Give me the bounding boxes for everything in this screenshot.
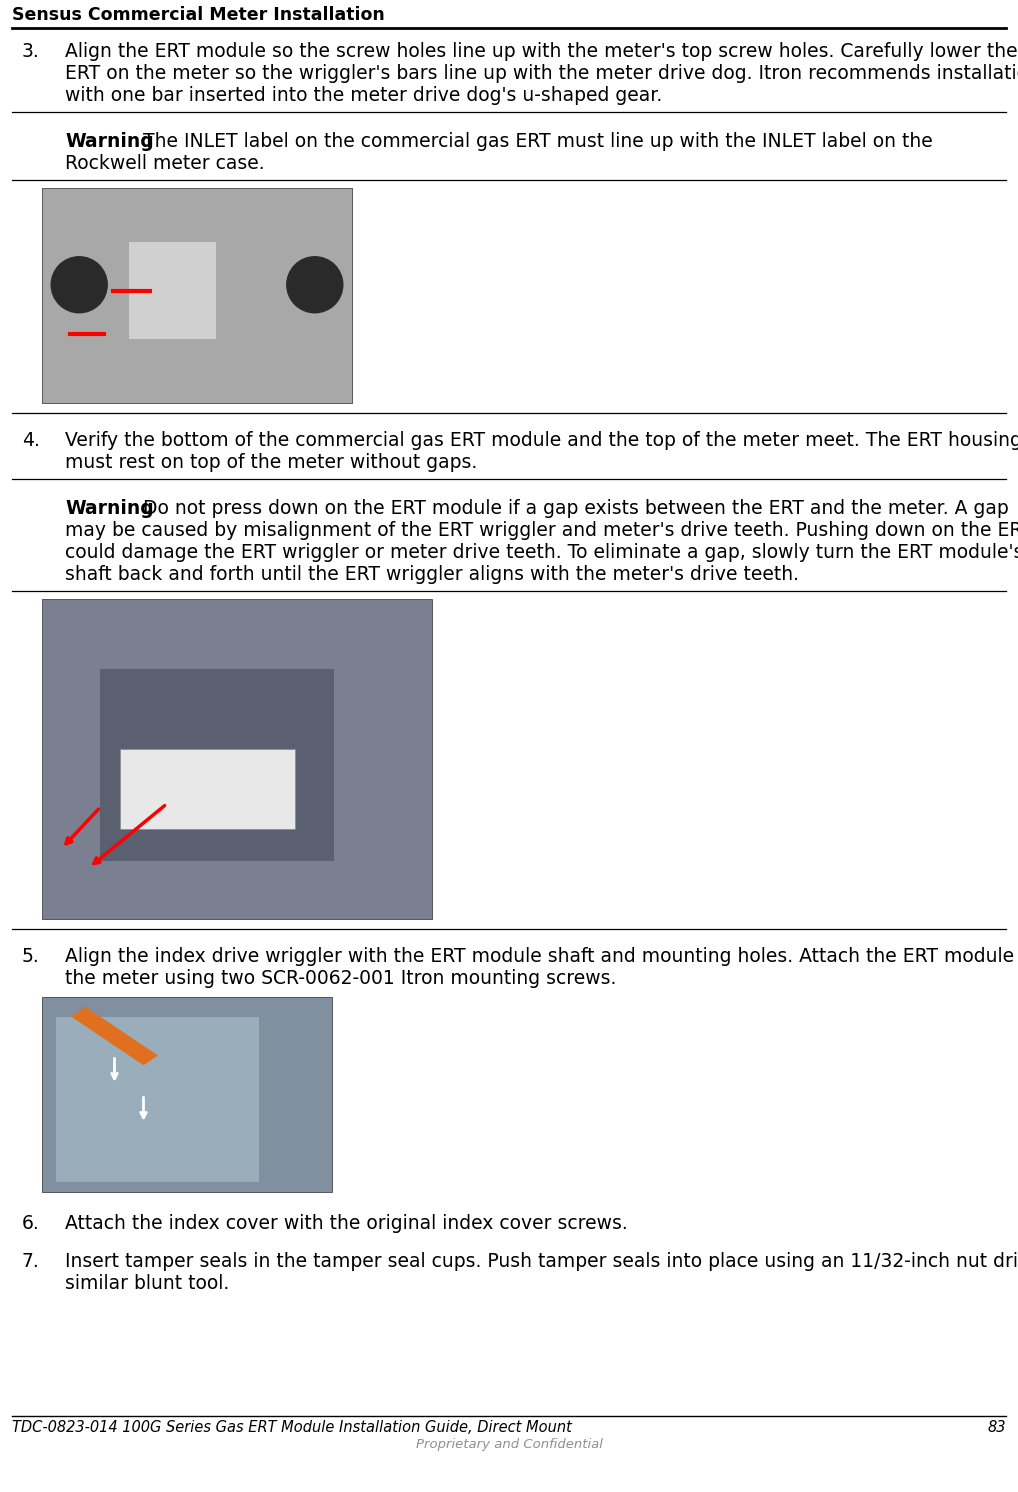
- Text: 7.: 7.: [22, 1252, 40, 1271]
- Text: 83: 83: [987, 1420, 1006, 1435]
- Text: 3.: 3.: [22, 42, 40, 61]
- Text: 6.: 6.: [22, 1214, 40, 1232]
- Text: Insert tamper seals in the tamper seal cups. Push tamper seals into place using : Insert tamper seals in the tamper seal c…: [65, 1252, 1018, 1271]
- Bar: [42, 188, 352, 403]
- Bar: [42, 598, 432, 919]
- Text: Sensus Commercial Meter Installation: Sensus Commercial Meter Installation: [12, 6, 385, 24]
- Text: Verify the bottom of the commercial gas ERT module and the top of the meter meet: Verify the bottom of the commercial gas …: [65, 431, 1018, 451]
- Bar: [129, 242, 216, 339]
- Text: Align the ERT module so the screw holes line up with the meter's top screw holes: Align the ERT module so the screw holes …: [65, 42, 1018, 61]
- Bar: [120, 749, 295, 830]
- Text: The INLET label on the commercial gas ERT must line up with the INLET label on t: The INLET label on the commercial gas ER…: [137, 131, 932, 151]
- Text: Align the index drive wriggler with the ERT module shaft and mounting holes. Att: Align the index drive wriggler with the …: [65, 947, 1018, 965]
- Circle shape: [51, 257, 107, 313]
- Bar: [101, 670, 335, 861]
- Text: 5.: 5.: [22, 947, 40, 965]
- Text: TDC-0823-014 100G Series Gas ERT Module Installation Guide, Direct Mount: TDC-0823-014 100G Series Gas ERT Module …: [12, 1420, 572, 1435]
- Text: 4.: 4.: [22, 431, 40, 451]
- Text: Rockwell meter case.: Rockwell meter case.: [65, 154, 265, 173]
- Text: similar blunt tool.: similar blunt tool.: [65, 1274, 229, 1294]
- Text: Proprietary and Confidential: Proprietary and Confidential: [415, 1438, 603, 1452]
- Bar: [42, 997, 332, 1192]
- Text: Warning: Warning: [65, 131, 154, 151]
- Polygon shape: [71, 1007, 158, 1065]
- Text: ERT on the meter so the wriggler's bars line up with the meter drive dog. Itron : ERT on the meter so the wriggler's bars …: [65, 64, 1018, 84]
- Text: the meter using two SCR-0062-001 Itron mounting screws.: the meter using two SCR-0062-001 Itron m…: [65, 968, 616, 988]
- Text: Warning: Warning: [65, 498, 154, 518]
- Text: must rest on top of the meter without gaps.: must rest on top of the meter without ga…: [65, 454, 477, 471]
- Text: shaft back and forth until the ERT wriggler aligns with the meter's drive teeth.: shaft back and forth until the ERT wrigg…: [65, 565, 799, 583]
- Text: may be caused by misalignment of the ERT wriggler and meter's drive teeth. Pushi: may be caused by misalignment of the ERT…: [65, 521, 1018, 540]
- Text: could damage the ERT wriggler or meter drive teeth. To eliminate a gap, slowly t: could damage the ERT wriggler or meter d…: [65, 543, 1018, 562]
- Text: Attach the index cover with the original index cover screws.: Attach the index cover with the original…: [65, 1214, 628, 1232]
- Bar: [57, 1016, 260, 1182]
- Text: Do not press down on the ERT module if a gap exists between the ERT and the mete: Do not press down on the ERT module if a…: [137, 498, 1009, 518]
- Circle shape: [287, 257, 343, 313]
- Text: with one bar inserted into the meter drive dog's u-shaped gear.: with one bar inserted into the meter dri…: [65, 87, 663, 104]
